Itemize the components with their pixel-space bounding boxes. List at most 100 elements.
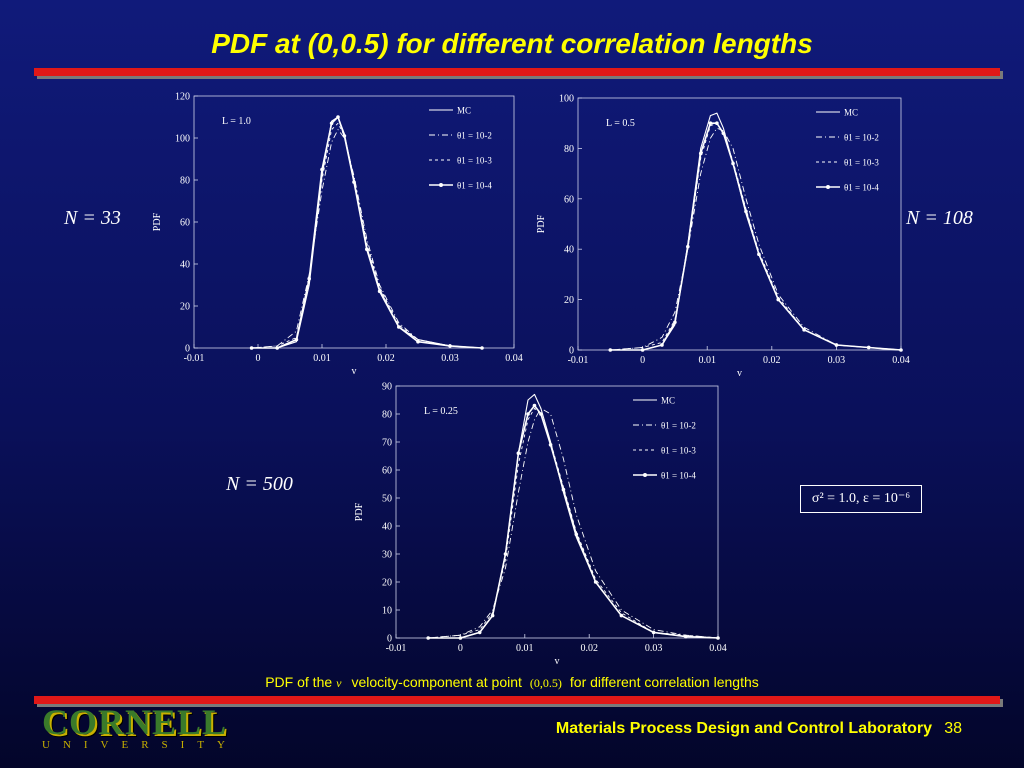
correlation-length-annotation: L = 0.5 [606,118,635,129]
sigma-epsilon-box: σ² = 1.0, ε = 10⁻⁶ [800,485,922,513]
series-point [698,151,703,156]
x-tick-label: 0.02 [377,353,395,364]
series-point [426,636,431,640]
series-point [619,613,624,618]
y-tick-label: 20 [382,578,392,589]
plot-frame [577,97,902,351]
x-tick-label: 0 [640,355,645,366]
legend-label: θ1 = 10-2 [661,421,696,431]
series-point [377,289,382,294]
legend-label: MC [661,396,675,406]
series-line-1 [251,129,483,349]
legend-label: θ1 = 10-3 [457,156,492,166]
series-point [715,121,719,125]
logo-name: CORNELL [42,702,228,742]
top-divider [34,68,1000,76]
x-tick-label: 0.01 [516,643,534,654]
series-point [593,580,598,584]
slide-title: PDF at (0,0.5) for different correlation… [211,28,813,59]
legend-label: θ1 = 10-3 [661,446,696,456]
series-point [574,532,579,537]
legend-label: MC [457,106,471,116]
x-tick-label: -0.01 [184,353,205,364]
series-point [320,167,324,172]
y-tick-label: 80 [564,144,574,155]
y-tick-label: 100 [175,134,190,145]
n-label-33: N = 33 [64,207,121,230]
series-point [352,180,356,184]
series-point [899,348,903,352]
caption: PDF of the v velocity-component at point (0… [0,674,1024,691]
x-tick-label: 0.03 [441,353,459,364]
y-tick-label: 20 [564,295,574,306]
y-tick-label: 30 [382,550,392,561]
series-point [294,337,299,342]
series-point [757,252,761,257]
y-tick-label: 40 [564,245,574,256]
y-tick-label: 80 [180,176,190,187]
y-tick-label: 100 [559,94,574,105]
logo-sub: UNIVERSITY [42,739,238,751]
series-point [249,346,254,350]
series-point [776,297,781,302]
series-point [660,343,664,347]
series-point [336,115,340,119]
y-tick-label: 70 [382,438,392,449]
x-tick-label: 0 [458,643,463,654]
y-tick-label: 20 [180,302,190,313]
caption-v: v [336,676,342,690]
legend-label: θ1 = 10-3 [844,158,879,168]
correlation-length-annotation: L = 1.0 [222,116,251,127]
y-tick-label: 80 [382,410,392,421]
x-axis-label: v [352,366,357,377]
y-tick-label: 60 [382,466,392,477]
series-point [716,636,720,640]
bottom-divider [34,696,1000,704]
x-tick-label: 0.02 [580,643,598,654]
series-point [731,161,735,166]
y-axis-label: PDF [152,212,163,231]
y-tick-label: 0 [569,346,574,357]
series-point [480,346,484,350]
series-point [448,344,452,348]
series-point [532,403,537,408]
legend-marker [643,473,647,477]
series-point [673,320,677,325]
series-line-1 [428,407,719,639]
series-point [275,346,280,350]
x-tick-label: 0.04 [709,643,727,654]
series-point [477,630,482,635]
series-point [548,443,553,447]
series-point [640,348,645,352]
y-tick-label: 10 [382,606,392,617]
x-tick-label: 0 [256,353,261,364]
x-tick-label: 0.01 [698,355,716,366]
y-tick-label: 50 [382,494,392,505]
caption-part1: PDF of the [265,674,333,690]
series-point [686,244,690,249]
series-point [307,276,312,281]
x-axis-label: v [555,656,560,667]
series-point [721,131,726,136]
series-point [608,348,613,352]
series-point [365,247,369,252]
legend-label: θ1 = 10-4 [661,471,696,481]
x-tick-label: 0.04 [505,353,523,364]
y-tick-label: 90 [382,382,392,393]
x-tick-label: 0.02 [763,355,781,366]
footer-lab-name: Materials Process Design and Control Lab… [555,720,932,737]
y-axis-label: PDF [536,214,547,233]
series-line-0 [428,393,719,639]
n-label-108: N = 108 [906,207,973,230]
series-point [516,451,521,456]
series-point [684,634,688,639]
series-point [503,552,508,556]
n-label-text: N = 108 [906,207,973,229]
x-tick-label: -0.01 [568,355,589,366]
series-point [708,121,713,125]
series-point [834,343,839,347]
series-point [866,345,871,350]
correlation-length-annotation: L = 0.25 [424,406,458,417]
